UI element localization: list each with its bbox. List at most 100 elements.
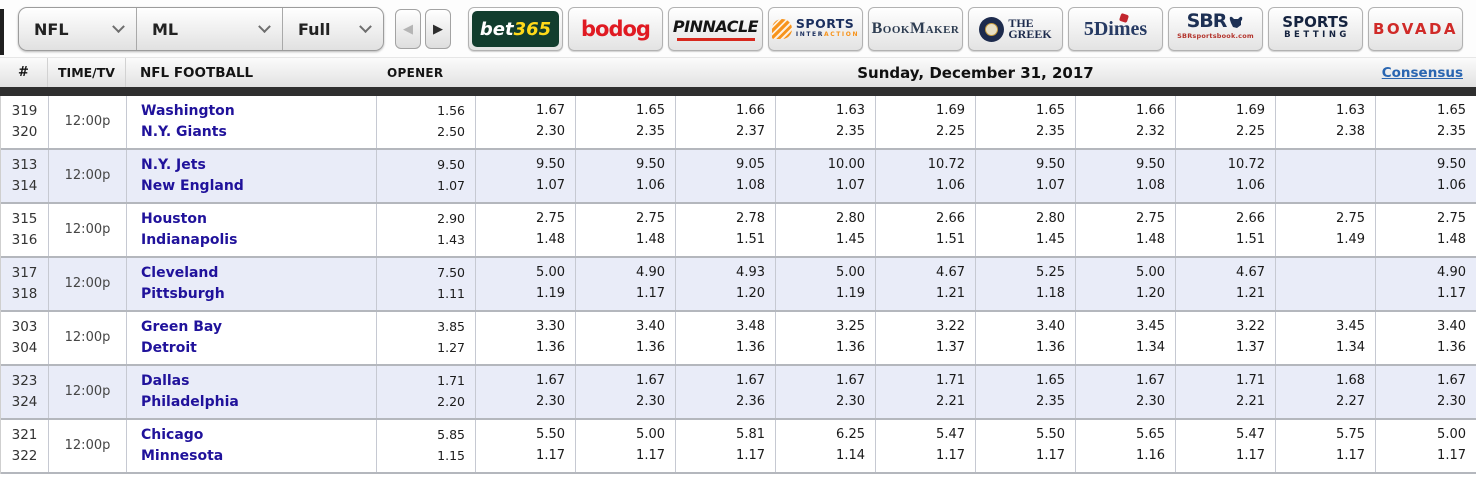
odds-pinnacle-value[interactable]: 2.36 (736, 394, 765, 409)
odds-bodog-value[interactable]: 1.06 (636, 178, 665, 193)
odds-sbr-value[interactable]: 4.67 (1236, 265, 1265, 280)
odds-bodog-value[interactable]: 3.40 (636, 319, 665, 334)
odds-bookmaker-value[interactable]: 5.47 (936, 427, 965, 442)
next-button[interactable]: ▶ (425, 9, 451, 49)
odds-bovada-value[interactable]: 1.17 (1437, 286, 1466, 301)
team-link-value[interactable]: Philadelphia (141, 394, 239, 410)
odds-the-greek-value[interactable]: 1.65 (1036, 373, 1065, 388)
odds-sportsbetting-value[interactable]: 5.75 (1336, 427, 1365, 442)
team-link-value[interactable]: Dallas (141, 373, 190, 389)
team-link-value[interactable]: Pittsburgh (141, 286, 225, 302)
odds-sportsbetting-value[interactable]: 1.17 (1336, 448, 1365, 463)
odds-5dimes-value[interactable]: 1.16 (1136, 448, 1165, 463)
odds-sports-interaction-value[interactable]: 1.14 (836, 448, 865, 463)
odds-pinnacle-value[interactable]: 9.05 (736, 157, 765, 172)
odds-sbr-value[interactable]: 1.06 (1236, 178, 1265, 193)
odds-sbr-value[interactable]: 1.21 (1236, 286, 1265, 301)
odds-sbr-value[interactable]: 1.69 (1236, 103, 1265, 118)
odds-sbr-value[interactable]: 2.66 (1236, 211, 1265, 226)
odds-bookmaker-value[interactable]: 1.71 (936, 373, 965, 388)
odds-bet365-value[interactable]: 3.30 (536, 319, 565, 334)
odds-bet365-value[interactable]: 2.30 (536, 124, 565, 139)
odds-bodog-value[interactable]: 1.67 (636, 373, 665, 388)
odds-bodog-value[interactable]: 1.65 (636, 103, 665, 118)
odds-5dimes-value[interactable]: 2.30 (1136, 394, 1165, 409)
odds-bookmaker-value[interactable]: 2.66 (936, 211, 965, 226)
prev-button[interactable]: ◀ (395, 9, 421, 49)
odds-bookmaker-value[interactable]: 1.06 (936, 178, 965, 193)
odds-bodog-value[interactable]: 1.36 (636, 340, 665, 355)
odds-bet365-value[interactable]: 1.67 (536, 373, 565, 388)
odds-bookmaker-value[interactable]: 4.67 (936, 265, 965, 280)
odds-sportsbetting-value[interactable]: 1.68 (1336, 373, 1365, 388)
odds-bovada-value[interactable]: 9.50 (1437, 157, 1466, 172)
odds-pinnacle-value[interactable]: 1.67 (736, 373, 765, 388)
odds-bovada-value[interactable]: 1.48 (1437, 232, 1466, 247)
odds-bet365-value[interactable]: 1.67 (536, 103, 565, 118)
odds-bookmaker-value[interactable]: 2.21 (936, 394, 965, 409)
odds-the-greek-value[interactable]: 1.17 (1036, 448, 1065, 463)
odds-bookmaker-value[interactable]: 3.22 (936, 319, 965, 334)
odds-bovada-value[interactable]: 1.06 (1437, 178, 1466, 193)
odds-sbr-value[interactable]: 2.25 (1236, 124, 1265, 139)
odds-bet365-value[interactable]: 1.07 (536, 178, 565, 193)
odds-5dimes-value[interactable]: 2.32 (1136, 124, 1165, 139)
logo-sportsbetting[interactable]: SPORTS BETTING (1268, 7, 1363, 51)
odds-sportsbetting-value[interactable]: 1.49 (1336, 232, 1365, 247)
logo-5dimes[interactable]: 5Dimes (1068, 7, 1163, 51)
odds-bovada-value[interactable]: 1.65 (1437, 103, 1466, 118)
odds-pinnacle-value[interactable]: 1.17 (736, 448, 765, 463)
odds-bookmaker-value[interactable]: 1.17 (936, 448, 965, 463)
odds-bodog-value[interactable]: 1.17 (636, 448, 665, 463)
odds-pinnacle-value[interactable]: 1.51 (736, 232, 765, 247)
odds-bet365-value[interactable]: 1.19 (536, 286, 565, 301)
odds-sbr-value[interactable]: 2.21 (1236, 394, 1265, 409)
odds-bodog-value[interactable]: 1.48 (636, 232, 665, 247)
odds-sportsbetting-value[interactable] (1276, 155, 1375, 175)
odds-5dimes-value[interactable]: 1.20 (1136, 286, 1165, 301)
team-link-value[interactable]: Cleveland (141, 265, 219, 281)
odds-bovada-value[interactable]: 2.35 (1437, 124, 1466, 139)
odds-bet365-value[interactable]: 1.48 (536, 232, 565, 247)
odds-sports-interaction-value[interactable]: 2.80 (836, 211, 865, 226)
odds-sportsbetting-value[interactable] (1276, 284, 1375, 304)
odds-sportsbetting-value[interactable]: 2.38 (1336, 124, 1365, 139)
odds-the-greek-value[interactable]: 1.65 (1036, 103, 1065, 118)
odds-sports-interaction-value[interactable]: 2.30 (836, 394, 865, 409)
odds-sportsbetting-value[interactable] (1276, 176, 1375, 196)
odds-sportsbetting-value[interactable]: 2.75 (1336, 211, 1365, 226)
odds-pinnacle-value[interactable]: 3.48 (736, 319, 765, 334)
odds-bet365-value[interactable]: 5.00 (536, 265, 565, 280)
logo-bovada[interactable]: BOVADA (1368, 7, 1463, 51)
logo-bookmaker[interactable]: BookMaker (868, 7, 963, 51)
odds-bovada-value[interactable]: 1.36 (1437, 340, 1466, 355)
league-dropdown[interactable]: NFL (19, 8, 137, 50)
odds-the-greek-value[interactable]: 2.35 (1036, 394, 1065, 409)
odds-bet365-value[interactable]: 5.50 (536, 427, 565, 442)
odds-bet365-value[interactable]: 2.30 (536, 394, 565, 409)
odds-bet365-value[interactable]: 1.17 (536, 448, 565, 463)
odds-sportsbetting-value[interactable]: 1.34 (1336, 340, 1365, 355)
odds-sbr-value[interactable]: 3.22 (1236, 319, 1265, 334)
team-link-value[interactable]: New England (141, 178, 244, 194)
odds-sbr-value[interactable]: 1.17 (1236, 448, 1265, 463)
odds-5dimes-value[interactable]: 1.34 (1136, 340, 1165, 355)
odds-pinnacle-value[interactable]: 5.81 (736, 427, 765, 442)
odds-sbr-value[interactable]: 5.47 (1236, 427, 1265, 442)
team-link-value[interactable]: Houston (141, 211, 207, 227)
odds-bookmaker-value[interactable]: 1.21 (936, 286, 965, 301)
team-link-value[interactable]: N.Y. Jets (141, 157, 206, 173)
odds-sports-interaction-value[interactable]: 1.19 (836, 286, 865, 301)
team-link-value[interactable]: Indianapolis (141, 232, 238, 248)
odds-bodog-value[interactable]: 2.75 (636, 211, 665, 226)
period-dropdown[interactable]: Full (283, 8, 383, 50)
odds-sports-interaction-value[interactable]: 2.35 (836, 124, 865, 139)
team-link-value[interactable]: Green Bay (141, 319, 223, 335)
logo-sports-interaction[interactable]: SPORTS INTERACTION (768, 7, 863, 51)
odds-bookmaker-value[interactable]: 2.25 (936, 124, 965, 139)
odds-the-greek-value[interactable]: 9.50 (1036, 157, 1065, 172)
odds-bovada-value[interactable]: 3.40 (1437, 319, 1466, 334)
odds-bookmaker-value[interactable]: 1.69 (936, 103, 965, 118)
odds-sports-interaction-value[interactable]: 1.67 (836, 373, 865, 388)
odds-5dimes-value[interactable]: 5.65 (1136, 427, 1165, 442)
